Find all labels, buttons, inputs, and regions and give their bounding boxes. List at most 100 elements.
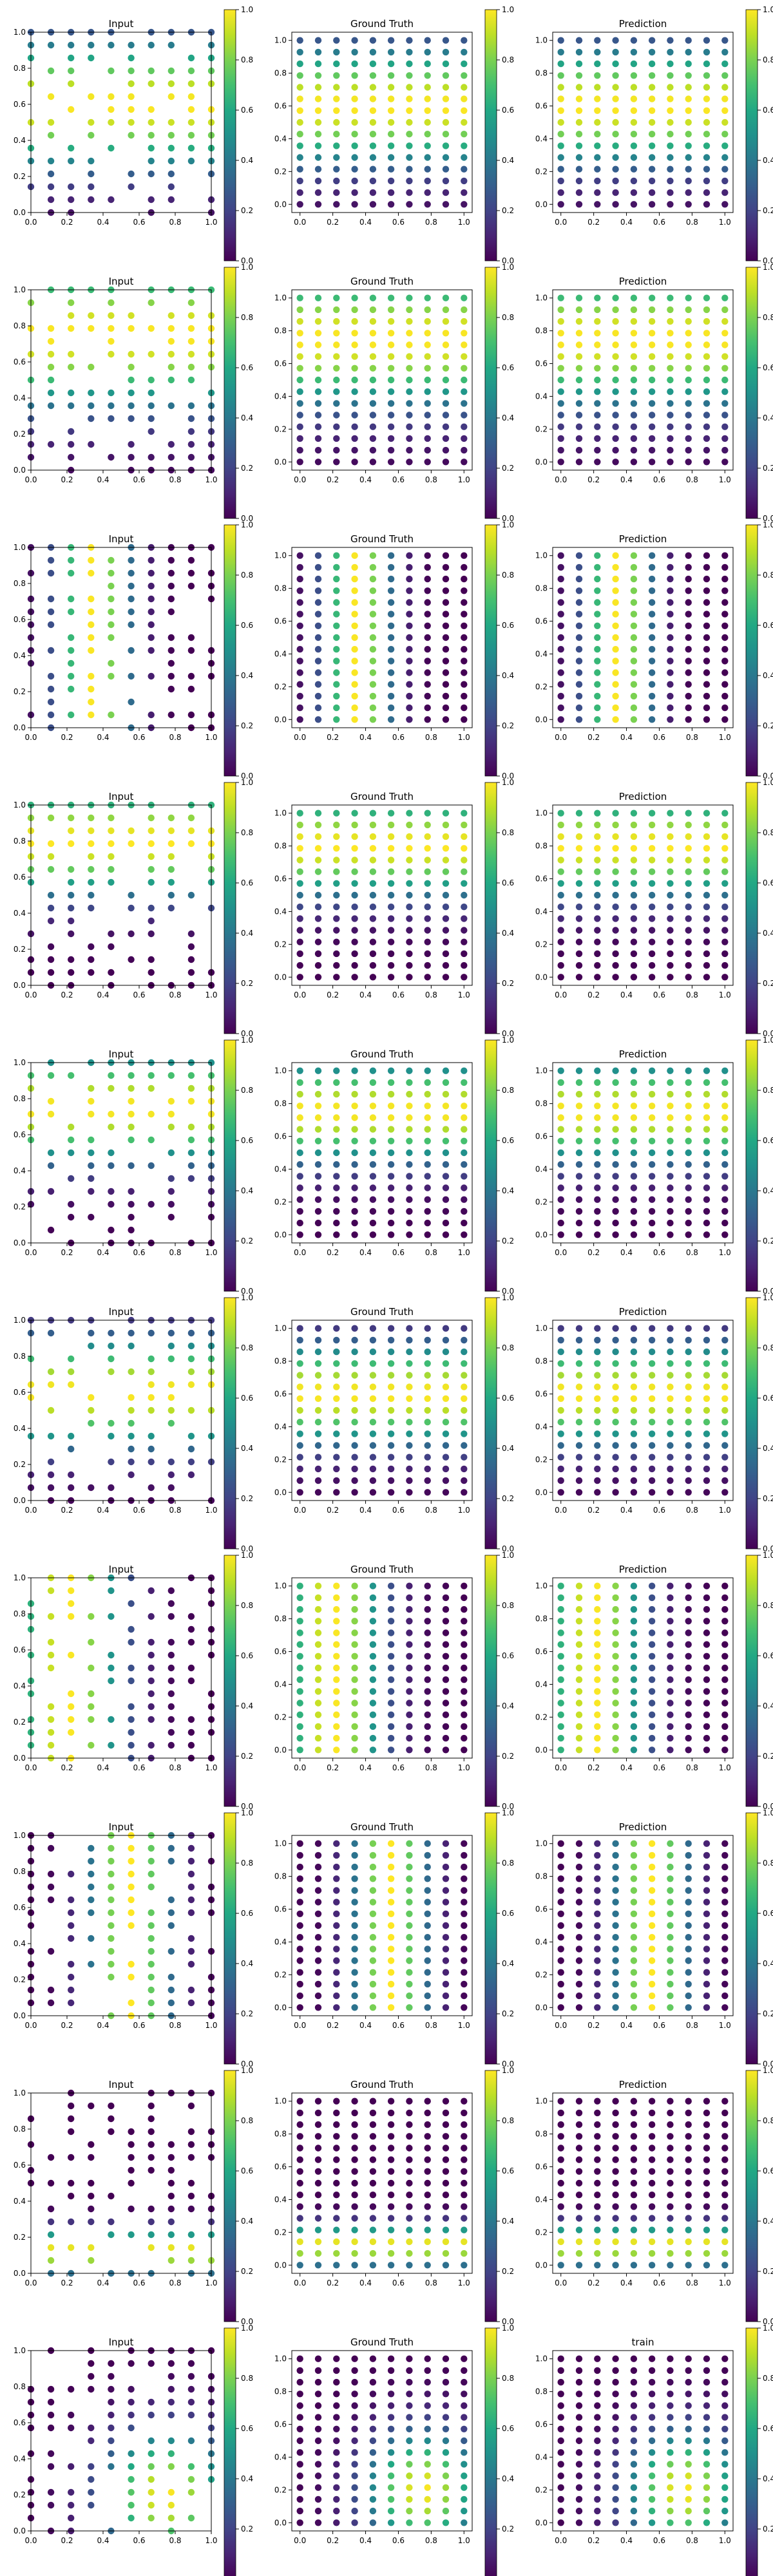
scatter-point (575, 857, 583, 864)
scatter-point (721, 1126, 729, 1133)
x-tick-label: 0.8 (425, 2021, 437, 2030)
scatter-point (167, 582, 175, 590)
scatter-point (47, 711, 55, 719)
scatter-point (442, 1383, 450, 1390)
scatter-point (351, 131, 358, 138)
scatter-point (575, 154, 583, 161)
scatter-point (333, 845, 340, 852)
colorbar-tick-label: 0.2 (241, 1494, 253, 1503)
colorbar-tick-label: 1.0 (241, 778, 253, 787)
scatter-point (88, 183, 95, 191)
scatter-point (557, 1360, 564, 1367)
scatter-point (88, 118, 95, 126)
scatter-point (575, 1653, 583, 1660)
scatter-point (167, 1896, 175, 1904)
scatter-point (557, 2098, 564, 2105)
scatter-point (333, 891, 340, 899)
scatter-point (351, 1067, 358, 1074)
scatter-point (187, 814, 195, 822)
scatter-point (369, 341, 377, 348)
colorbar-tick-label: 0.0 (763, 2060, 773, 2069)
scatter-point (630, 1723, 638, 1730)
scatter-point (68, 634, 75, 641)
scatter-point (594, 2121, 601, 2128)
scatter-point (703, 950, 711, 958)
scatter-point (108, 1716, 115, 1723)
scatter-point (387, 1887, 395, 1894)
scatter-point (648, 2145, 656, 2152)
scatter-point (314, 2496, 322, 2503)
scatter-point (333, 2121, 340, 2128)
scatter-point (369, 142, 377, 149)
scatter-point (667, 154, 674, 161)
scatter-point (406, 1184, 413, 1191)
scatter-point (351, 1946, 358, 1953)
colorbar-gradient (224, 1039, 236, 1292)
colorbar-tick-label: 0.8 (502, 828, 514, 837)
scatter-point (461, 692, 468, 700)
y-tick-label: 0.8 (14, 1352, 26, 1361)
scatter-point (594, 388, 601, 395)
scatter-point (369, 1161, 377, 1168)
scatter-point (424, 330, 431, 337)
x-tick-label: 0.0 (555, 475, 567, 484)
scatter-point (369, 1103, 377, 1110)
x-tick-label: 0.6 (133, 733, 145, 742)
scatter-point (630, 681, 638, 688)
scatter-points (27, 28, 215, 216)
scatter-point (88, 647, 95, 654)
scatter-point (703, 915, 711, 922)
scatter-point (108, 1149, 115, 1157)
scatter-point (442, 2121, 450, 2128)
y-tick-label: 1.0 (14, 1316, 26, 1325)
scatter-point (167, 312, 175, 319)
scatter-point (406, 1605, 413, 1613)
scatter-point (667, 1406, 674, 1414)
scatter-point (128, 2231, 135, 2239)
scatter-point (167, 2141, 175, 2148)
scatter-point (369, 2156, 377, 2163)
axes-frame (291, 1835, 473, 2016)
x-tick-label: 1.0 (205, 1248, 217, 1257)
scatter-point (167, 41, 175, 49)
x-tick-label: 0.4 (359, 1248, 372, 1257)
scatter-point (387, 1840, 395, 1847)
scatter-point (442, 1103, 450, 1110)
scatter-point (667, 459, 674, 466)
scatter-point (685, 189, 692, 196)
y-tick-label: 0.6 (14, 1130, 26, 1139)
scatter-points (27, 1059, 215, 1247)
scatter-point (387, 1161, 395, 1168)
scatter-point (612, 294, 619, 301)
scatter-point (167, 1394, 175, 1401)
scatter-point (314, 1899, 322, 1906)
scatter-point (575, 2121, 583, 2128)
y-tick-label: 0.0 (274, 457, 287, 466)
colorbar-tick-label: 0.6 (241, 621, 253, 630)
scatter-point (333, 330, 340, 337)
scatter-point (594, 857, 601, 864)
scatter-point (387, 1629, 395, 1636)
scatter-point (667, 166, 674, 173)
scatter-point (685, 1208, 692, 1215)
colorbar-tick-label: 0.8 (502, 55, 514, 64)
scatter-point (187, 2476, 195, 2483)
scatter-point (575, 2004, 583, 2011)
scatter-point (68, 2179, 75, 2187)
scatter-point (128, 556, 135, 564)
scatter-point (369, 1406, 377, 1414)
scatter-point (351, 891, 358, 899)
scatter-point (461, 915, 468, 922)
scatter-point (387, 692, 395, 700)
scatter-point (667, 1969, 674, 1976)
scatter-point (461, 2226, 468, 2233)
scatter-point (648, 330, 656, 337)
scatter-point (557, 330, 564, 337)
colorbar-tick-label: 0.6 (241, 2166, 253, 2175)
scatter-point (685, 435, 692, 442)
scatter-point (187, 672, 195, 680)
scatter-point (612, 1406, 619, 1414)
axes-frame (552, 804, 734, 986)
